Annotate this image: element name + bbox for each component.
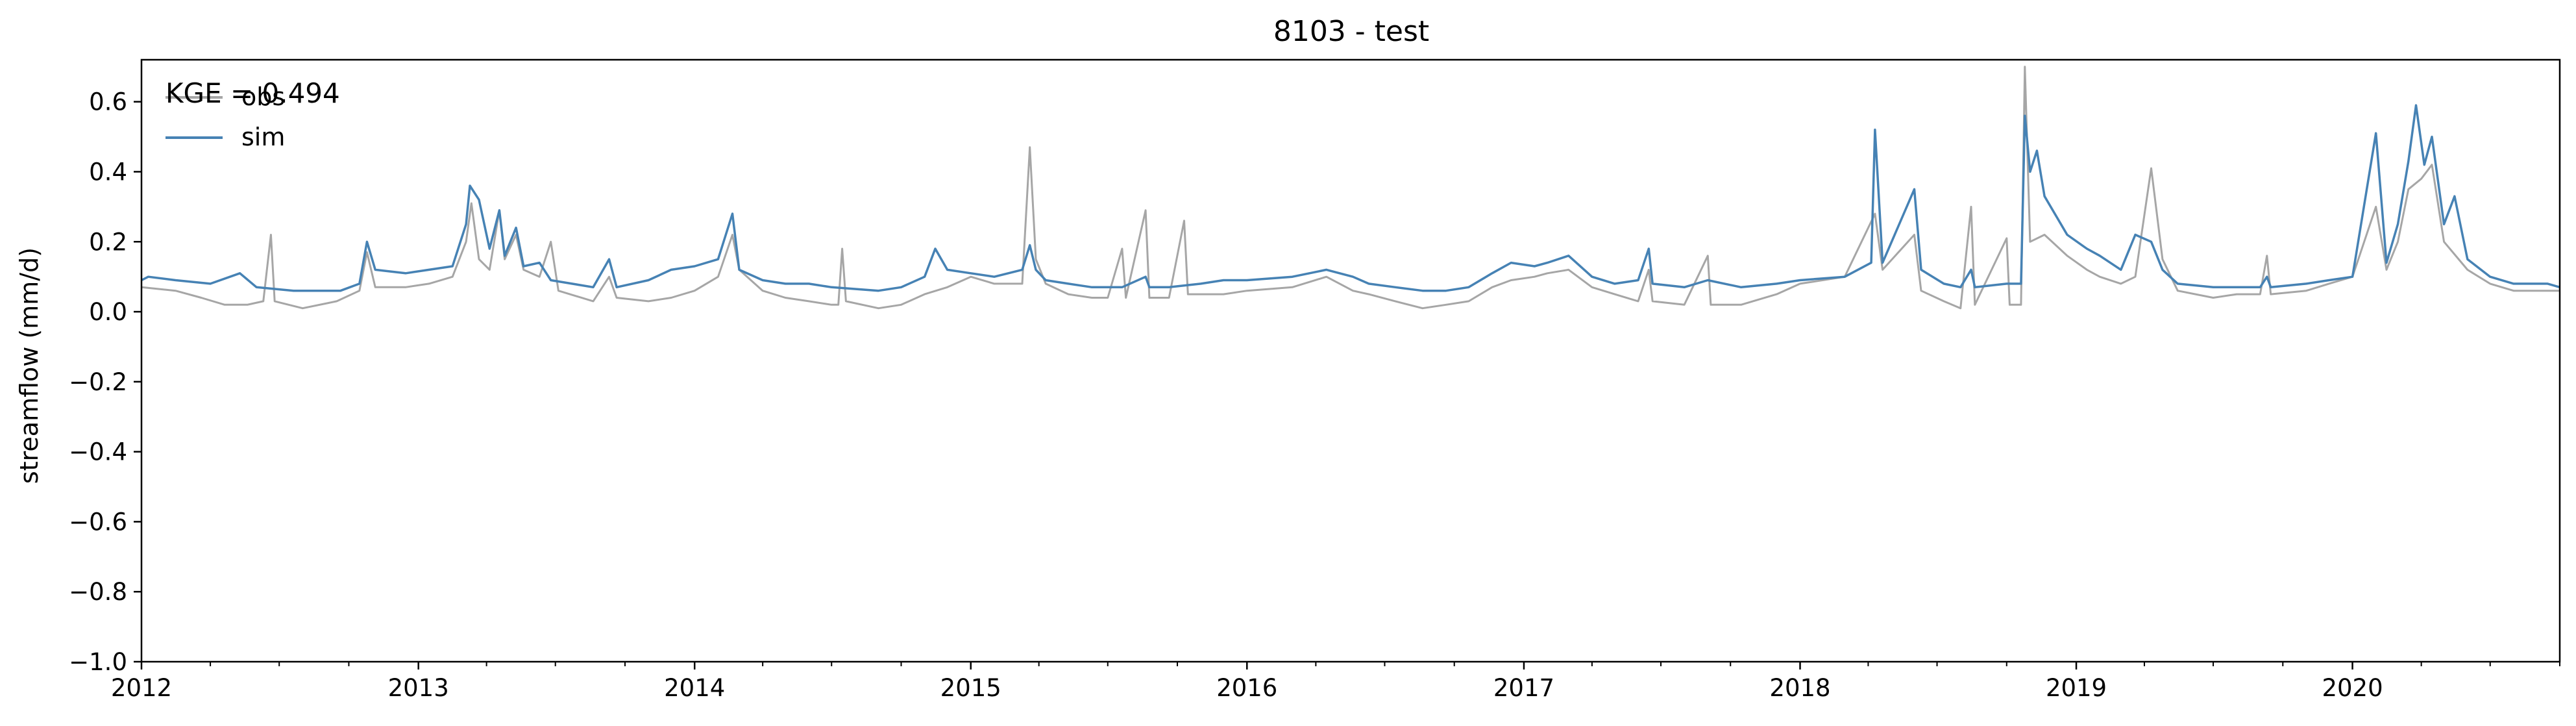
x-tick-label: 2012 bbox=[111, 674, 172, 702]
x-tick-label: 2016 bbox=[1216, 674, 1277, 702]
legend-label-obs: obs bbox=[241, 82, 285, 111]
y-tick-label: −0.4 bbox=[69, 438, 127, 466]
legend-label-sim: sim bbox=[241, 123, 285, 151]
x-tick-label: 2019 bbox=[2046, 674, 2107, 702]
y-tick-label: −1.0 bbox=[69, 648, 127, 676]
x-tick-label: 2018 bbox=[1769, 674, 1830, 702]
x-tick-label: 2015 bbox=[940, 674, 1001, 702]
y-tick-label: 0.6 bbox=[89, 88, 127, 116]
y-tick-label: 0.2 bbox=[89, 228, 127, 256]
plot-frame bbox=[140, 58, 2561, 663]
y-tick-label: −0.6 bbox=[69, 508, 127, 536]
x-tick-label: 2013 bbox=[388, 674, 449, 702]
x-tick-label: 2014 bbox=[664, 674, 725, 702]
y-tick-label: −0.2 bbox=[69, 368, 127, 396]
kge-annotation: KGE = 0.494 bbox=[166, 77, 340, 109]
series-line-obs bbox=[141, 66, 2560, 310]
legend: obs sim bbox=[166, 82, 285, 151]
y-tick-label: −0.8 bbox=[69, 578, 127, 606]
y-axis-label: streamflow (mm/d) bbox=[15, 247, 43, 484]
x-tick-label: 2020 bbox=[2322, 674, 2383, 702]
x-axis-ticks: 2012 2013 2014 2015 2016 2017 2018 2019 2020 bbox=[111, 662, 2560, 702]
y-tick-label: 0.0 bbox=[89, 298, 127, 326]
y-tick-label: 0.4 bbox=[89, 158, 127, 186]
x-tick-label: 2017 bbox=[1493, 674, 1554, 702]
chart-title: 8103 - test bbox=[1273, 15, 1429, 48]
y-axis-ticks: 0.6 0.4 0.2 0.0 −0.2 −0.4 −0.6 −0.8 −1.0 bbox=[69, 88, 141, 676]
series-line-sim bbox=[141, 104, 2560, 292]
series-lines bbox=[141, 66, 2560, 310]
